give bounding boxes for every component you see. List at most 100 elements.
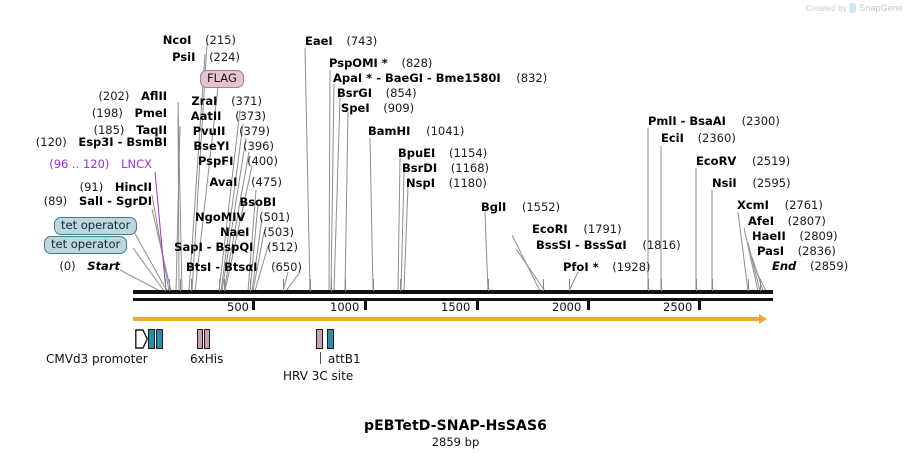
sequence-backbone-bottom[interactable] — [133, 298, 773, 301]
enzyme-position: (202) — [98, 89, 130, 103]
enzyme-position: (854) — [385, 86, 417, 100]
enzyme-name: XcmI — [737, 198, 769, 212]
enzyme-name: NcoI — [162, 33, 192, 47]
feature-label-end: End (2859) — [772, 260, 848, 272]
enzyme-position: (2809) — [799, 229, 838, 243]
enzyme-name: AvaI — [209, 175, 238, 189]
ruler-tick-1000 — [364, 299, 367, 310]
enzyme-name: AflII — [141, 89, 167, 103]
enzyme-position: (400) — [247, 154, 278, 168]
cut-site-tick — [648, 279, 649, 291]
watermark-created-by-text: Created by — [806, 3, 848, 13]
enzyme-position: (1180) — [448, 176, 487, 190]
enzyme-name: HincII — [114, 180, 152, 194]
enzyme-name: AatII — [190, 109, 222, 123]
enzyme-position: (371) — [231, 94, 262, 108]
cut-site-tick — [569, 279, 570, 291]
enzyme-position: (224) — [209, 50, 240, 64]
feature-name: End — [772, 259, 797, 273]
enzyme-name: EciI — [661, 131, 684, 145]
ruler-tick-2000 — [587, 299, 590, 310]
enzyme-label-ecorv: EcoRV (2519) — [696, 155, 790, 167]
enzyme-name: EcoRV — [696, 154, 737, 168]
enzyme-position: (2595) — [752, 176, 791, 190]
cut-site-tick — [224, 279, 225, 291]
feature-glyph-teal-1[interactable] — [148, 329, 155, 349]
ruler-tick-500 — [252, 299, 255, 310]
enzyme-label-sali-sgrdi: (89) SalI - SgrDI — [44, 195, 152, 207]
enzyme-position: (828) — [401, 56, 433, 70]
enzyme-label-aatii: AatII (373) — [191, 110, 266, 122]
enzyme-label-bsrdi: BsrDI (1168) — [402, 162, 489, 174]
feature-glyph-teal-2[interactable] — [156, 329, 163, 349]
enzyme-label-nspi: NspI (1180) — [406, 177, 487, 189]
enzyme-label-pvuii: PvuII (379) — [193, 125, 270, 137]
feature-badge-flag[interactable]: FLAG — [200, 70, 244, 88]
feature-position: (96 .. 120) — [49, 157, 110, 171]
sequence-backbone-top[interactable] — [133, 290, 773, 294]
feature-glyph-6xhis-2[interactable] — [204, 329, 210, 349]
enzyme-label-ecori: EcoRI (1791) — [532, 223, 622, 235]
enzyme-label-avai: AvaI (475) — [209, 176, 282, 188]
enzyme-name: NspI — [406, 176, 435, 190]
enzyme-position: (512) — [267, 240, 298, 254]
feature-badge-tet-operator-2[interactable]: tet operator — [44, 236, 128, 254]
feature-label-lncx: (96 .. 120) LNCX — [49, 158, 152, 170]
enzyme-position: (501) — [259, 210, 290, 224]
feature-badge-tet-operator-1[interactable]: tet operator — [54, 217, 138, 235]
feature-caption-cmvd3-promoter: CMVd3 promoter — [46, 352, 148, 366]
snapgene-watermark: Created by SnapGene — [806, 3, 903, 13]
enzyme-position: (2519) — [752, 154, 791, 168]
feature-glyph-cmvd3-promoter[interactable] — [135, 329, 148, 349]
enzyme-position: (1168) — [450, 161, 490, 175]
enzyme-label-bamhi: BamHI (1041) — [368, 125, 464, 137]
enzyme-label-bsobi: BsoBI — [239, 196, 286, 208]
feature-glyph-attb1[interactable] — [327, 329, 334, 349]
enzyme-label-xcmi: XcmI (2761) — [737, 199, 823, 211]
enzyme-position: (2836) — [797, 244, 836, 258]
feature-label-start: (0) Start — [59, 260, 120, 272]
enzyme-name: PmeI — [134, 106, 168, 120]
enzyme-position: (1816) — [642, 238, 681, 252]
feature-caption-6xhis: 6xHis — [190, 352, 224, 366]
enzyme-position: (1791) — [583, 222, 622, 236]
orf-arrow-orange[interactable] — [133, 314, 767, 324]
enzyme-name: BglI — [481, 200, 507, 214]
enzyme-position: (185) — [93, 123, 125, 137]
enzyme-label-bseyi: BseYI (396) — [193, 140, 274, 152]
enzyme-name: BpuEI — [398, 146, 436, 160]
feature-position: (2859) — [809, 259, 849, 273]
enzyme-position: (2300) — [741, 114, 780, 128]
enzyme-label-btsi-btsai: BtsI - BtsαI (650) — [186, 261, 302, 273]
enzyme-name: Esp3I - BsmBI — [78, 135, 167, 149]
enzyme-position: (1041) — [426, 124, 465, 138]
enzyme-position: (832) — [516, 71, 548, 85]
enzyme-label-pmli-bsaai: PmlI - BsaAI (2300) — [648, 115, 780, 127]
enzyme-name: PsiI — [172, 50, 196, 64]
enzyme-position: (89) — [43, 194, 68, 208]
feature-glyph-hrv3c-site[interactable] — [316, 329, 323, 349]
enzyme-name: SapI - BspQI — [174, 240, 254, 254]
enzyme-name: BsrGI — [337, 86, 372, 100]
cut-site-tick — [310, 279, 311, 291]
enzyme-name: TaqII — [136, 123, 167, 137]
enzyme-name: EcoRI — [532, 222, 568, 236]
enzyme-name: BsoBI — [239, 195, 276, 209]
cut-site-tick — [191, 279, 192, 291]
enzyme-name: BseYI — [193, 139, 230, 153]
enzyme-label-basssi-bsssai: BssSI - BssSαI (1816) — [536, 239, 681, 251]
badge-label: tet operator — [61, 218, 131, 232]
enzyme-label-pmei: (198) PmeI — [92, 107, 167, 119]
enzyme-position: (373) — [235, 109, 266, 123]
enzyme-name: PmlI - BsaAI — [648, 114, 726, 128]
cut-site-tick — [748, 279, 749, 291]
ruler-label-2000: 2000 — [552, 300, 582, 314]
cut-site-tick — [543, 279, 544, 291]
enzyme-position: (2807) — [787, 214, 826, 228]
feature-name: LNCX — [121, 157, 152, 171]
enzyme-name: PasI — [757, 244, 785, 258]
feature-glyph-6xhis-1[interactable] — [197, 329, 203, 349]
hrv3c-leader-tick — [320, 352, 321, 364]
enzyme-position: (215) — [205, 33, 236, 47]
enzyme-position: (2360) — [697, 131, 736, 145]
